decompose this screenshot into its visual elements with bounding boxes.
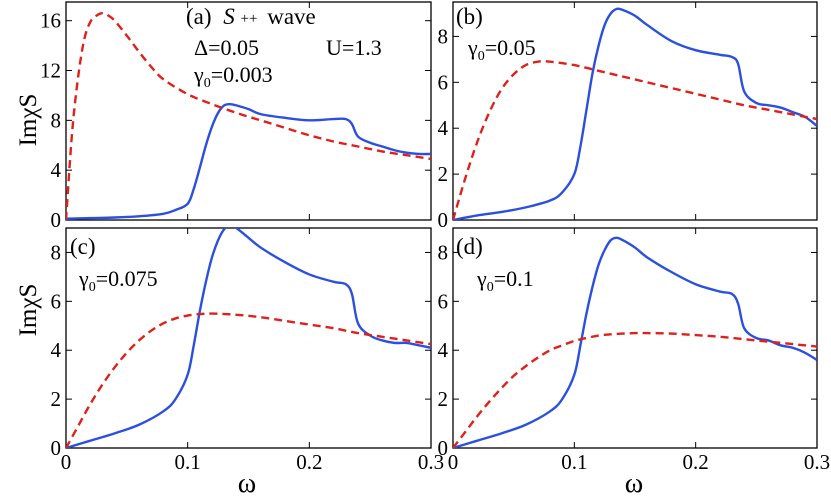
panel-c: 0 2 4 6 8 0 0.1 0.2 0.3 [51, 227, 444, 474]
y-tick-label-c-0: 0 [51, 436, 62, 460]
y-tick-label-d-0: 0 [438, 436, 449, 460]
panel-a-label: (a) [186, 4, 212, 29]
y-tick-label-d-3: 6 [438, 289, 449, 313]
panel-a-wave-symbol: S [223, 4, 235, 29]
panel-a-wave-word: wave [267, 4, 316, 29]
y-tick-label-b-1: 2 [438, 162, 449, 186]
y-tick-label-d-4: 8 [438, 240, 449, 264]
series-red-c [66, 312, 431, 448]
plot-frame-b [452, 1, 818, 221]
x-tick-label-c-2: 0.2 [296, 450, 322, 474]
panel-d-gamma: γ0=0.1 [476, 266, 534, 295]
panel-a-delta: Δ=0.05 [194, 35, 259, 60]
y-tick-label-b-4: 8 [438, 24, 449, 48]
series-blue-a [66, 102, 431, 220]
series-red-b [453, 60, 817, 220]
y-tick-label-c-4: 8 [51, 240, 62, 264]
series-blue-b [453, 7, 817, 220]
x-tick-label-d-1: 0.1 [561, 450, 587, 474]
panel-d-label: (d) [456, 234, 483, 259]
series-blue-d [453, 236, 817, 448]
x-tick-label-c-3: 0.3 [418, 450, 444, 474]
panel-d: 0 2 4 6 8 0 0.1 0.2 0.3 [438, 227, 830, 474]
series-blue-c [66, 228, 431, 448]
x-axis-title-left: ω [238, 468, 256, 499]
y-tick-label-a-0: 0 [51, 208, 62, 232]
y-axis-title-top: ImχS [15, 94, 42, 147]
panel-a-u: U=1.3 [326, 35, 382, 60]
y-axis-title-bottom: ImχS [15, 284, 42, 337]
y-tick-label-a-1: 4 [51, 158, 62, 182]
y-tick-label-c-1: 2 [51, 387, 62, 411]
y-tick-label-d-1: 2 [438, 387, 449, 411]
plot-frame-a [65, 1, 432, 221]
x-tick-label-d-2: 0.2 [683, 450, 709, 474]
plot-frame-c [65, 227, 432, 449]
series-red-d [453, 331, 817, 448]
y-tick-label-a-3: 12 [40, 59, 61, 83]
panel-b-label: (b) [456, 4, 483, 29]
panel-a-wave-superscript: ++ [241, 11, 258, 27]
x-tick-label-d-3: 0.3 [804, 450, 830, 474]
panel-a: 0 4 8 12 16 [40, 1, 432, 232]
panel-c-gamma: γ0=0.075 [78, 266, 158, 295]
series-red-a [66, 12, 431, 220]
panel-b: 0 2 4 6 8 [438, 1, 818, 232]
y-tick-label-b-0: 0 [438, 208, 449, 232]
x-axis-title-right: ω [625, 468, 643, 499]
panel-a-title: (a) S ++ wave [186, 3, 316, 29]
y-tick-label-d-2: 4 [438, 338, 449, 362]
y-tick-label-c-3: 6 [51, 289, 62, 313]
y-tick-label-a-4: 16 [40, 9, 61, 33]
y-tick-label-b-3: 6 [438, 70, 449, 94]
y-tick-label-a-2: 8 [51, 108, 62, 132]
x-tick-label-d-0: 0 [448, 450, 459, 474]
panel-a-gamma: γ0=0.003 [193, 62, 273, 91]
y-tick-label-b-2: 4 [438, 116, 449, 140]
x-tick-label-c-0: 0 [61, 450, 72, 474]
panel-b-gamma: γ0=0.05 [467, 35, 536, 64]
plot-frame-d [452, 227, 818, 449]
y-tick-label-c-2: 4 [51, 338, 62, 362]
x-tick-label-c-1: 0.1 [175, 450, 201, 474]
panel-c-label: (c) [70, 234, 96, 259]
